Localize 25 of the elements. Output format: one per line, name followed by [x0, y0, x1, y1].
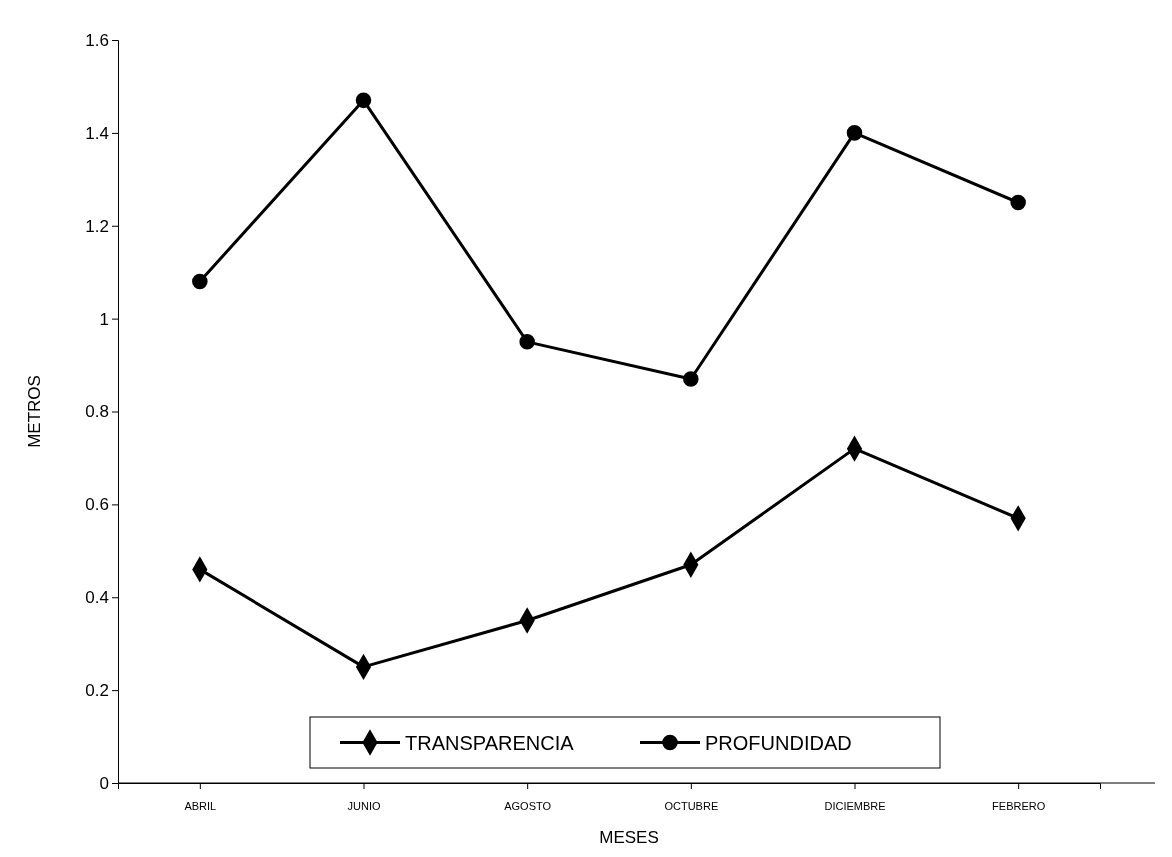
x-tick-label: AGOSTO — [504, 799, 552, 812]
point — [846, 125, 863, 141]
legend-label: PROFUNDIDAD — [705, 731, 852, 754]
legend-label: TRANSPARENCIA — [405, 731, 575, 754]
point — [192, 273, 208, 290]
x-tick-label: FEBRERO — [992, 799, 1046, 812]
point — [1010, 194, 1026, 211]
y-tick-label: 1 — [99, 309, 109, 329]
point — [355, 92, 372, 109]
x-tick-label: ABRIL — [184, 799, 217, 812]
y-axis-title: METROS — [25, 375, 44, 448]
x-tick-label: DICIEMBRE — [824, 799, 886, 812]
y-tick-label: 0.8 — [85, 402, 109, 422]
point — [519, 334, 535, 350]
y-tick-label: 0.2 — [85, 681, 109, 701]
x-axis-title: MESES — [599, 828, 659, 847]
x-tick-label: JUNIO — [347, 799, 381, 812]
x-tick-label: OCTUBRE — [664, 799, 719, 812]
y-tick-label: 0 — [99, 773, 109, 793]
y-tick-label: 0.6 — [85, 495, 109, 515]
point — [683, 371, 699, 387]
y-tick-label: 1.6 — [85, 30, 109, 50]
y-tick-label: 0.4 — [85, 588, 109, 608]
y-tick-label: 1.2 — [85, 216, 109, 236]
y-tick-label: 1.4 — [85, 123, 109, 143]
